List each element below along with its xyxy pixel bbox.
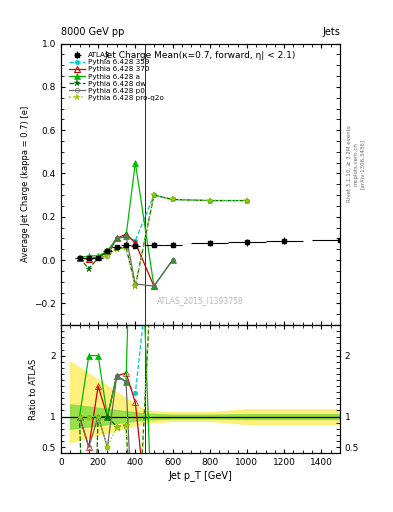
Pythia 6.428 dw [105, 248, 110, 254]
Pythia 6.428 dw [96, 255, 101, 261]
Pythia 6.428 dw [170, 197, 175, 203]
Pythia 6.428 p0 [133, 281, 138, 287]
Pythia 6.428 a [124, 233, 129, 240]
Pythia 6.428 359 [124, 233, 129, 240]
Pythia 6.428 p0 [114, 236, 119, 242]
Line: Pythia 6.428 359: Pythia 6.428 359 [77, 193, 249, 260]
Pythia 6.428 a [86, 253, 91, 259]
Pythia 6.428 pro-q2o [170, 197, 175, 203]
Line: Pythia 6.428 pro-q2o: Pythia 6.428 pro-q2o [76, 192, 250, 289]
Y-axis label: Ratio to ATLAS: Ratio to ATLAS [29, 358, 37, 420]
Pythia 6.428 p0 [77, 255, 82, 261]
Line: Pythia 6.428 a: Pythia 6.428 a [77, 160, 175, 289]
Pythia 6.428 370 [152, 283, 156, 289]
Pythia 6.428 pro-q2o [133, 283, 138, 289]
Pythia 6.428 370 [86, 256, 91, 262]
Line: Pythia 6.428 dw: Pythia 6.428 dw [76, 192, 250, 289]
Pythia 6.428 pro-q2o [244, 198, 249, 204]
Pythia 6.428 dw [124, 244, 129, 250]
Pythia 6.428 dw [114, 246, 119, 252]
Pythia 6.428 dw [133, 283, 138, 289]
Pythia 6.428 pro-q2o [96, 255, 101, 261]
Text: ATLAS_2015_I1393758: ATLAS_2015_I1393758 [157, 296, 244, 305]
Pythia 6.428 359 [244, 198, 249, 204]
Pythia 6.428 p0 [152, 283, 156, 289]
Pythia 6.428 pro-q2o [105, 253, 110, 259]
Pythia 6.428 a [114, 236, 119, 242]
Text: Rivet 3.1.10, ≥ 3.2M events: Rivet 3.1.10, ≥ 3.2M events [347, 125, 352, 202]
Pythia 6.428 dw [152, 192, 156, 198]
Text: [arXiv:1306.3436]: [arXiv:1306.3436] [360, 139, 365, 189]
Pythia 6.428 359 [208, 198, 212, 204]
Y-axis label: Average Jet Charge (kappa = 0.7) [e]: Average Jet Charge (kappa = 0.7) [e] [21, 106, 30, 263]
Pythia 6.428 a [96, 253, 101, 259]
Pythia 6.428 a [170, 257, 175, 263]
Pythia 6.428 pro-q2o [77, 255, 82, 261]
Pythia 6.428 p0 [124, 233, 129, 240]
Pythia 6.428 p0 [105, 253, 110, 259]
Pythia 6.428 a [152, 283, 156, 289]
Text: 8000 GeV pp: 8000 GeV pp [61, 27, 124, 37]
Pythia 6.428 a [105, 248, 110, 254]
Pythia 6.428 p0 [96, 255, 101, 261]
Pythia 6.428 370 [133, 240, 138, 246]
Pythia 6.428 pro-q2o [208, 198, 212, 204]
Pythia 6.428 a [133, 160, 138, 166]
Pythia 6.428 359 [114, 236, 119, 242]
Pythia 6.428 370 [77, 255, 82, 261]
Pythia 6.428 dw [244, 198, 249, 204]
Pythia 6.428 a [77, 255, 82, 261]
Line: Pythia 6.428 p0: Pythia 6.428 p0 [77, 234, 174, 288]
Pythia 6.428 dw [77, 255, 82, 261]
Pythia 6.428 359 [96, 255, 101, 261]
Pythia 6.428 pro-q2o [152, 192, 156, 198]
Pythia 6.428 370 [105, 248, 110, 254]
Line: Pythia 6.428 370: Pythia 6.428 370 [77, 231, 157, 289]
Pythia 6.428 370 [124, 231, 129, 237]
Pythia 6.428 pro-q2o [114, 246, 119, 252]
Legend: ATLAS, Pythia 6.428 359, Pythia 6.428 370, Pythia 6.428 a, Pythia 6.428 dw, Pyth: ATLAS, Pythia 6.428 359, Pythia 6.428 37… [67, 50, 166, 103]
Pythia 6.428 359 [133, 238, 138, 244]
Pythia 6.428 370 [114, 236, 119, 242]
Pythia 6.428 359 [152, 192, 156, 198]
Pythia 6.428 dw [86, 266, 91, 272]
Text: mcplots.cern.ch: mcplots.cern.ch [354, 142, 359, 186]
Pythia 6.428 dw [208, 198, 212, 204]
Pythia 6.428 359 [77, 255, 82, 261]
Text: Jet Charge Mean(κ=0.7, forward, η| < 2.1): Jet Charge Mean(κ=0.7, forward, η| < 2.1… [105, 51, 296, 59]
Text: Jets: Jets [322, 27, 340, 37]
Pythia 6.428 359 [86, 255, 91, 261]
Pythia 6.428 p0 [86, 256, 91, 262]
Pythia 6.428 pro-q2o [124, 244, 129, 250]
Pythia 6.428 359 [170, 197, 175, 203]
Pythia 6.428 359 [105, 248, 110, 254]
Pythia 6.428 pro-q2o [86, 255, 91, 261]
X-axis label: Jet p_T [GeV]: Jet p_T [GeV] [169, 470, 232, 481]
Pythia 6.428 370 [96, 254, 101, 260]
Pythia 6.428 p0 [170, 257, 175, 263]
